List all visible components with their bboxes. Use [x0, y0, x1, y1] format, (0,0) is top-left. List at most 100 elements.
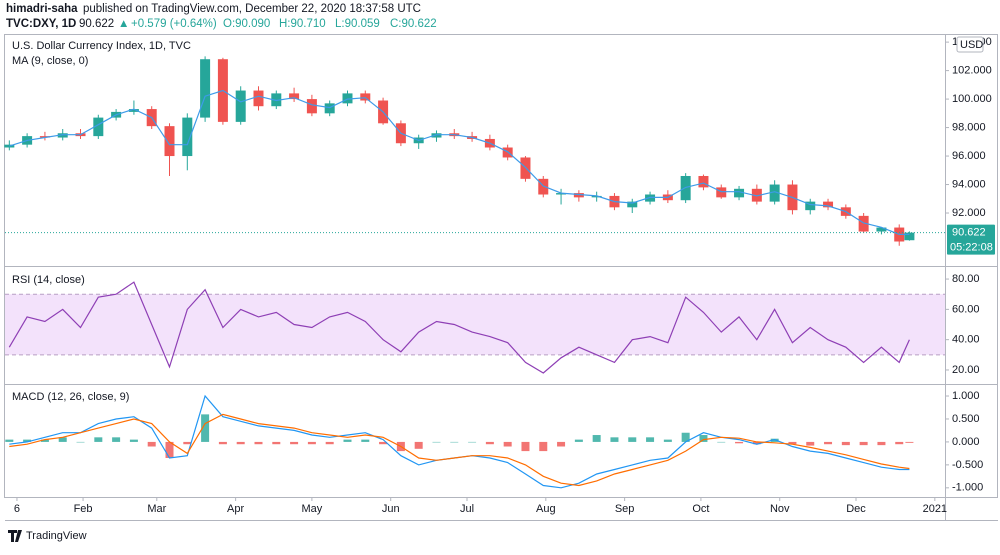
x-tick-label: Sep [615, 503, 635, 515]
legend-entry: MA (9, close, 0) [12, 55, 88, 67]
candle-body [573, 193, 584, 198]
currency-box [956, 36, 984, 53]
histogram-bar [165, 441, 174, 458]
histogram-bar [112, 437, 121, 442]
candle-body [591, 195, 602, 198]
last-price-label: 90.622 [952, 227, 986, 239]
candle-body [716, 187, 727, 198]
y-tick-label: 60.00 [952, 303, 980, 315]
candle-body [324, 103, 335, 114]
x-tick-label: Aug [536, 503, 556, 515]
y-tick-label: -1.000 [952, 482, 983, 494]
open: O:90.090 [223, 18, 270, 30]
histogram-bar [752, 441, 761, 445]
pane-title: RSI (14, close) [12, 274, 85, 286]
histogram-bar [218, 441, 227, 445]
brand: TradingView [26, 530, 87, 542]
x-tick-label: 2021 [923, 503, 947, 515]
pane-title: MACD (12, 26, close, 9) [12, 391, 129, 403]
histogram-bar [717, 441, 726, 443]
histogram-bar [557, 441, 566, 447]
histogram-bar [663, 439, 672, 442]
candle-body [235, 90, 246, 122]
x-tick-label: Nov [770, 503, 790, 515]
candle-body [289, 93, 300, 100]
y-tick-label: 0.000 [952, 436, 980, 448]
histogram-bar [485, 441, 494, 445]
histogram-bar [129, 439, 138, 442]
candle-body [271, 93, 282, 107]
y-tick-label: 102.000 [952, 65, 992, 77]
histogram-bar [325, 441, 334, 445]
candle-body [698, 175, 709, 188]
y-tick-label: 100.000 [952, 93, 992, 105]
symbol: TVC:DXY, 1D [6, 18, 76, 30]
x-tick-label: Feb [74, 503, 93, 515]
histogram-bar [788, 441, 797, 445]
histogram-bar [646, 437, 655, 442]
candle-body [538, 178, 549, 195]
low: L:90.059 [335, 18, 380, 30]
high: H:90.710 [279, 18, 326, 30]
x-tick-label: Mar [147, 503, 166, 515]
candle-body [751, 188, 762, 202]
candle-body [360, 93, 371, 101]
y-tick-label: 1.000 [952, 390, 980, 402]
candle-body [253, 90, 264, 107]
histogram-bar [361, 439, 370, 442]
candle-body [93, 117, 104, 137]
histogram-bar [539, 441, 548, 452]
histogram-bar [183, 441, 192, 445]
y-tick-label: 40.00 [952, 334, 980, 346]
candle-body [645, 194, 656, 202]
candle-body [627, 201, 638, 208]
y-tick-label: 0.500 [952, 413, 980, 425]
histogram-bar [290, 441, 299, 445]
rsi-line [8, 281, 910, 374]
histogram-bar [272, 441, 281, 445]
price: 90.622 [79, 18, 114, 30]
x-tick-label: May [302, 503, 323, 515]
y-tick-label: 92.000 [952, 207, 986, 219]
histogram-bar [628, 437, 637, 442]
candle-body [769, 184, 780, 202]
histogram-bar [201, 414, 210, 442]
histogram-bar [806, 441, 815, 446]
last-price-box [947, 224, 995, 255]
histogram-bar [592, 435, 601, 442]
candle-body [57, 133, 68, 138]
histogram-bar [379, 441, 388, 445]
candle-body [182, 117, 193, 157]
y-tick-label: 96.000 [952, 150, 986, 162]
x-tick-label: Jun [382, 503, 400, 515]
x-tick-label: Dec [846, 503, 866, 515]
histogram-bar [414, 441, 423, 449]
histogram-bar [432, 441, 441, 443]
change: +0.579 (+0.64%) [131, 18, 217, 30]
histogram-bar [450, 441, 459, 443]
y-tick-label: -0.500 [952, 459, 983, 471]
candle-body [306, 99, 317, 114]
signal-line [9, 413, 910, 487]
x-tick-label: Apr [227, 503, 244, 515]
rsi-band [5, 294, 945, 355]
histogram-bar [254, 441, 263, 445]
countdown: 05:22:08 [950, 242, 993, 254]
histogram-bar [681, 432, 690, 442]
candle-body [904, 232, 915, 241]
up-arrow: ▲ [118, 18, 129, 30]
histogram-bar [859, 441, 868, 446]
candle-body [805, 201, 816, 211]
histogram-bar [574, 439, 583, 442]
candle-body [876, 227, 887, 232]
histogram-bar [40, 439, 49, 442]
y-tick-label: 80.00 [952, 273, 980, 285]
y-tick-label: 98.000 [952, 121, 986, 133]
x-tick-label: 6 [14, 503, 20, 515]
histogram-bar [236, 441, 245, 445]
histogram-bar [735, 441, 744, 444]
published: published on TradingView.com, December 2… [83, 3, 421, 15]
histogram-bar [699, 435, 708, 442]
